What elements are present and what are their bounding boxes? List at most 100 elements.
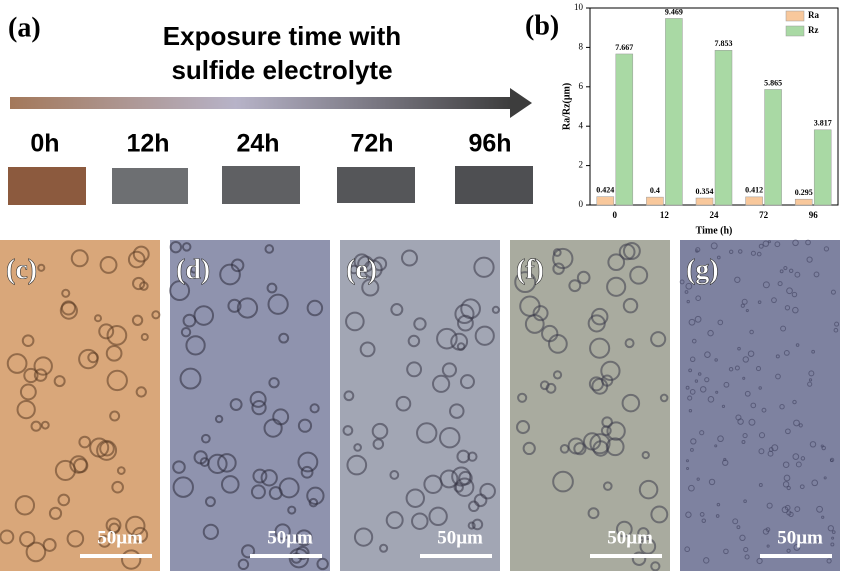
texture (343, 390, 355, 402)
texture (758, 448, 765, 455)
texture (132, 276, 146, 291)
texture (309, 403, 320, 414)
heading: sulfide electrolyte (171, 55, 392, 85)
texture (826, 558, 832, 564)
texture (573, 442, 587, 456)
value-label: 5.865 (764, 78, 782, 87)
texture (688, 368, 693, 373)
texture (453, 482, 464, 493)
texture (379, 543, 389, 553)
texture (131, 314, 144, 326)
texture (66, 529, 85, 548)
texture (204, 496, 216, 508)
texture (308, 497, 319, 508)
texture (272, 408, 290, 426)
texture (541, 324, 559, 343)
texture (695, 295, 702, 302)
bar (695, 197, 714, 206)
texture (732, 518, 739, 525)
texture (716, 502, 721, 507)
texture (278, 477, 300, 499)
heading: Exposure time with (163, 21, 401, 51)
texture (685, 282, 693, 290)
texture (33, 368, 48, 382)
texture (522, 441, 536, 456)
texture (783, 265, 788, 271)
texture (78, 348, 99, 370)
micrograph: (f) 50μm (510, 240, 670, 571)
texture (454, 303, 475, 325)
texture (172, 460, 186, 474)
texture (715, 514, 720, 518)
texture (761, 407, 767, 413)
texture (767, 240, 771, 244)
texture (37, 263, 46, 272)
texture (792, 453, 800, 460)
texture (728, 249, 734, 255)
texture (758, 432, 766, 439)
texture (413, 317, 427, 331)
time-label: 96h (468, 130, 511, 158)
texture (688, 484, 695, 492)
texture (779, 269, 784, 274)
texture (768, 447, 774, 452)
texture (780, 325, 787, 332)
texture (742, 376, 746, 380)
texture (701, 518, 707, 524)
texture (545, 382, 557, 394)
texture (745, 308, 749, 313)
texture (807, 381, 813, 387)
texture (40, 420, 50, 430)
texture (116, 466, 126, 475)
x-tick-label: 12 (660, 210, 670, 220)
texture (792, 239, 799, 247)
texture (821, 515, 825, 519)
texture (777, 281, 783, 287)
texture (274, 523, 291, 540)
texture (739, 534, 746, 542)
texture (249, 390, 267, 408)
texture (696, 477, 700, 481)
texture (744, 390, 751, 397)
texture (786, 287, 793, 295)
texture (779, 404, 785, 410)
texture (467, 521, 476, 530)
texture (694, 315, 702, 323)
texture (795, 343, 800, 347)
texture (436, 327, 458, 350)
texture (53, 375, 66, 388)
time-label: 72h (350, 130, 393, 158)
texture (714, 444, 718, 448)
texture (473, 256, 495, 278)
texture (251, 399, 267, 416)
texture (816, 505, 824, 513)
texture (349, 264, 359, 275)
texture (740, 303, 745, 308)
texture (30, 420, 42, 432)
texture (686, 299, 690, 304)
value-label: 7.667 (615, 43, 633, 52)
micrograph-bg (340, 240, 500, 571)
y-tick-label: 4 (579, 120, 584, 130)
texture (552, 470, 574, 493)
texture (111, 480, 124, 494)
legend-swatch (785, 25, 805, 37)
texture (782, 481, 790, 488)
x-axis-label: Time (h) (696, 225, 733, 236)
texture (690, 447, 694, 452)
sample (337, 167, 415, 203)
y-tick-label: 2 (579, 160, 584, 170)
texture (70, 249, 89, 268)
texture (788, 511, 794, 518)
texture (704, 377, 710, 383)
texture (93, 314, 103, 323)
texture (587, 507, 600, 520)
texture (688, 409, 693, 413)
texture (19, 383, 37, 401)
texture (714, 358, 718, 362)
texture (407, 334, 421, 348)
texture (685, 511, 692, 518)
texture (631, 551, 647, 566)
texture (715, 390, 719, 394)
texture (734, 276, 741, 283)
